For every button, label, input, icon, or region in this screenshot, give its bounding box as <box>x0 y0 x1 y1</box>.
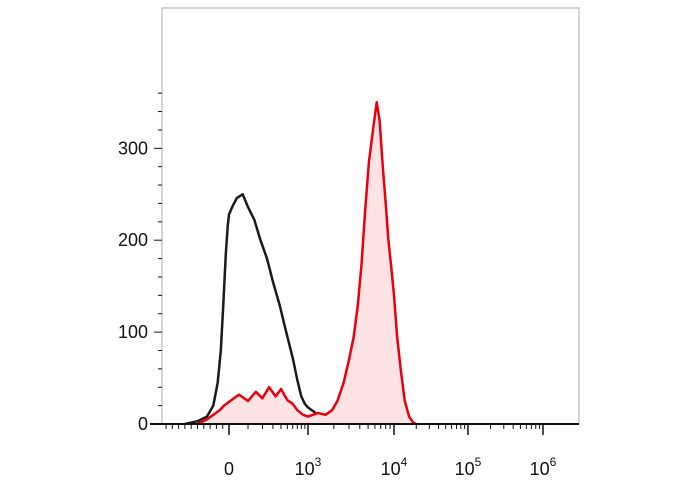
y-tick-label: 0 <box>138 414 148 434</box>
x-tick-label: 0 <box>224 459 234 479</box>
x-tick-label: 106 <box>530 455 557 479</box>
y-tick-label: 300 <box>118 138 148 158</box>
series-1-line <box>196 101 417 426</box>
x-tick-label: 105 <box>455 455 482 479</box>
series-layer <box>184 101 417 426</box>
y-tick-label: 200 <box>118 230 148 250</box>
x-tick-label: 104 <box>381 455 408 479</box>
axis-layer: 0 100 200 300 0 103 104 105 106 <box>118 92 579 479</box>
series-1-area <box>197 102 417 425</box>
y-tick-label: 100 <box>118 322 148 342</box>
x-tick-label: 103 <box>295 455 322 479</box>
